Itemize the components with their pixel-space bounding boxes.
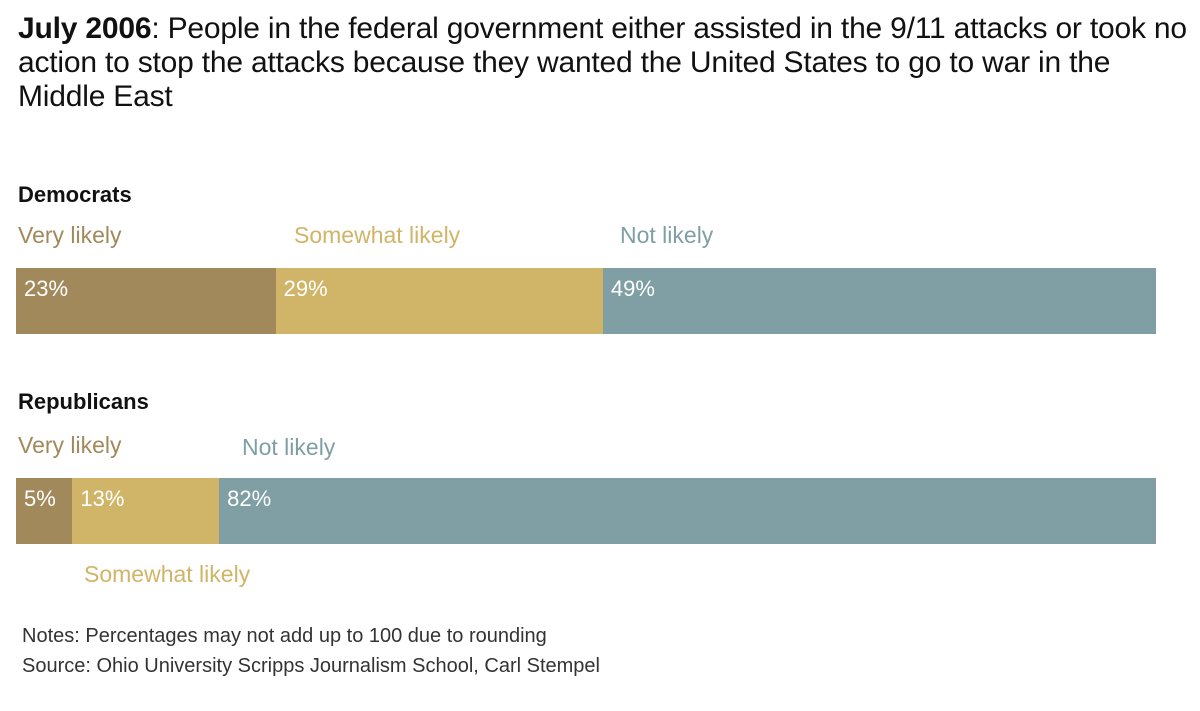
- data-label-not-likely-republicans: 82%: [227, 486, 272, 511]
- legend-very-likely-republicans: Very likely: [18, 432, 122, 458]
- data-label-very-likely-republicans: 5%: [24, 486, 56, 511]
- legend-very-likely-democrats: Very likely: [18, 222, 122, 248]
- bar-row-democrats: 23% 29% 49%: [16, 268, 1156, 334]
- legend-somewhat-likely-republicans: Somewhat likely: [84, 561, 251, 587]
- bar-row-republicans: 5% 13% 82%: [16, 478, 1156, 544]
- group-label-republicans: Republicans: [18, 389, 149, 414]
- bar-segment-very-likely-democrats: 23%: [16, 268, 276, 334]
- legend-not-likely-republicans: Not likely: [242, 434, 336, 460]
- group-label-democrats: Democrats: [18, 182, 132, 207]
- bar-segment-not-likely-republicans: 82%: [219, 478, 1156, 544]
- title-text: : People in the federal government eithe…: [18, 12, 1187, 113]
- data-label-somewhat-likely-democrats: 29%: [283, 276, 328, 301]
- data-label-not-likely-democrats: 49%: [610, 276, 655, 301]
- legend-not-likely-democrats: Not likely: [620, 222, 714, 248]
- bar-segment-somewhat-likely-republicans: 13%: [72, 478, 220, 544]
- legend-somewhat-likely-democrats: Somewhat likely: [294, 222, 461, 248]
- data-label-somewhat-likely-republicans: 13%: [80, 486, 125, 511]
- source-text: Source: Ohio University Scripps Journali…: [22, 655, 600, 677]
- bar-segment-not-likely-democrats: 49%: [602, 268, 1156, 334]
- bar-segment-somewhat-likely-democrats: 29%: [275, 268, 603, 334]
- data-label-very-likely-democrats: 23%: [24, 276, 69, 301]
- notes-text: Notes: Percentages may not add up to 100…: [22, 625, 547, 647]
- title-date: July 2006: [18, 12, 152, 45]
- bar-segment-very-likely-republicans: 5%: [16, 478, 73, 544]
- chart-title: July 2006: People in the federal governm…: [18, 12, 1188, 114]
